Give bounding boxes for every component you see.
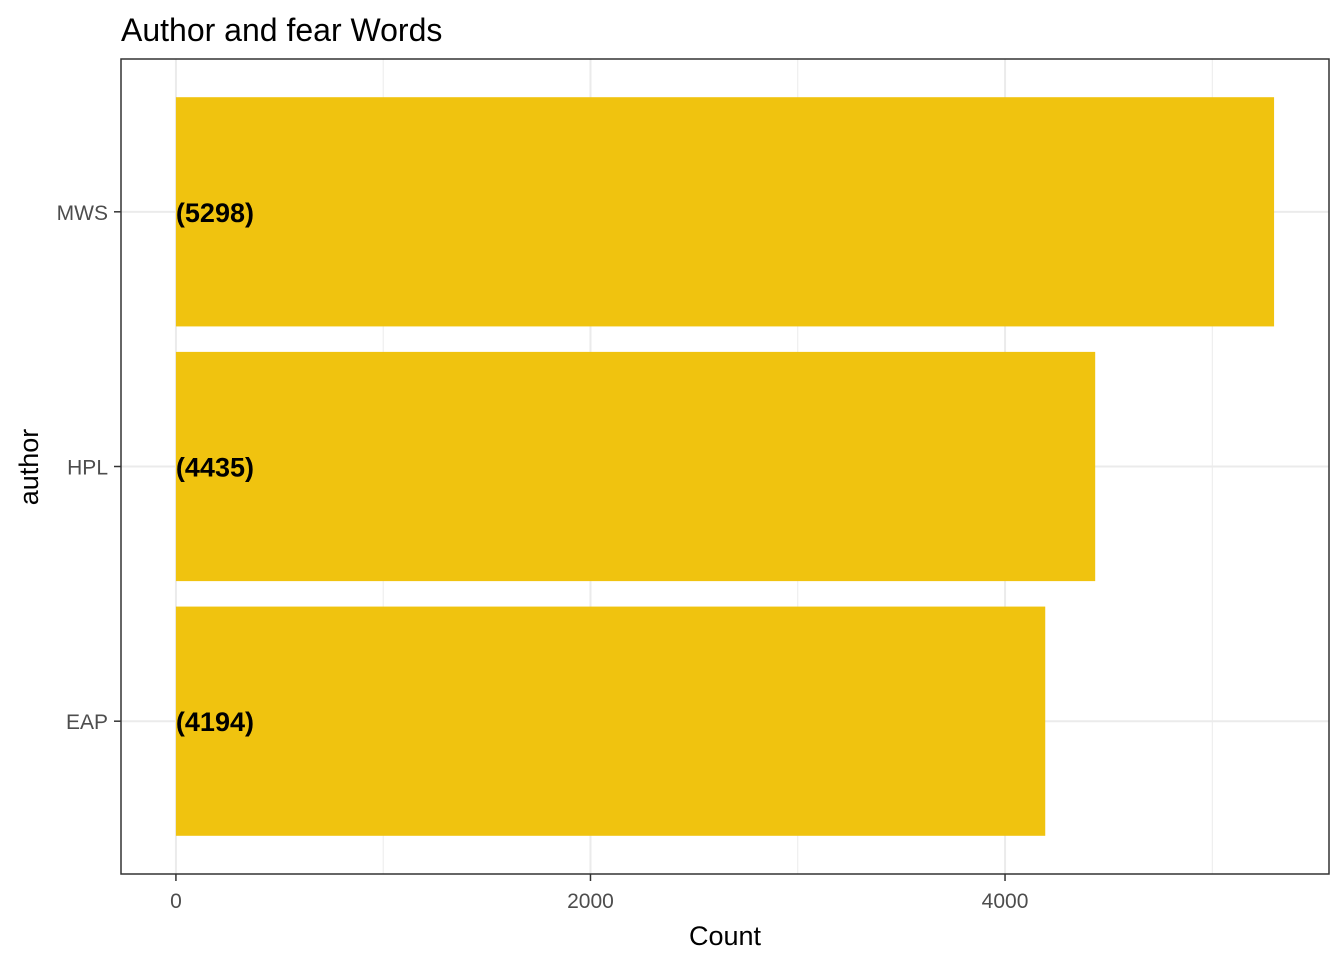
y-axis-label: author	[14, 429, 44, 506]
x-axis-ticks: 0 2000 4000	[170, 874, 1028, 913]
y-tick-label-eap: EAP	[66, 711, 108, 734]
y-axis-ticks: EAP HPL MWS	[57, 202, 121, 734]
bar-eap	[175, 606, 1046, 836]
y-tick-label-hpl: HPL	[67, 457, 108, 480]
x-axis-label: Count	[689, 921, 762, 951]
bars	[175, 97, 1275, 836]
bar-hpl	[175, 351, 1096, 582]
y-tick-label-mws: MWS	[57, 202, 108, 225]
data-label-eap: (4194)	[176, 707, 254, 737]
bar-mws	[175, 97, 1275, 327]
x-tick-label: 2000	[567, 890, 614, 913]
chart-title: Author and fear Words	[121, 12, 442, 48]
x-tick-label: 4000	[982, 890, 1029, 913]
data-labels: (4194) (4435) (5298)	[176, 198, 254, 737]
data-label-mws: (5298)	[176, 198, 254, 228]
data-label-hpl: (4435)	[176, 453, 254, 483]
x-tick-label: 0	[170, 890, 182, 913]
